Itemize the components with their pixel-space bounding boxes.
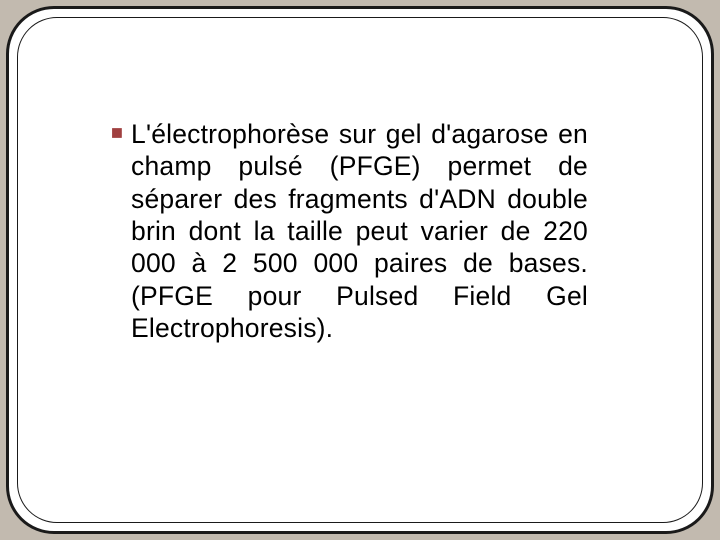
slide-outer-frame: ◆ L'électrophorèse sur gel d'agarose en … <box>6 6 714 534</box>
slide-inner-frame: ◆ L'électrophorèse sur gel d'agarose en … <box>17 17 703 523</box>
slide-container: ◆ L'électrophorèse sur gel d'agarose en … <box>0 0 720 540</box>
content-block: ◆ L'électrophorèse sur gel d'agarose en … <box>113 118 588 344</box>
body-text: L'électrophorèse sur gel d'agarose en ch… <box>113 118 588 344</box>
